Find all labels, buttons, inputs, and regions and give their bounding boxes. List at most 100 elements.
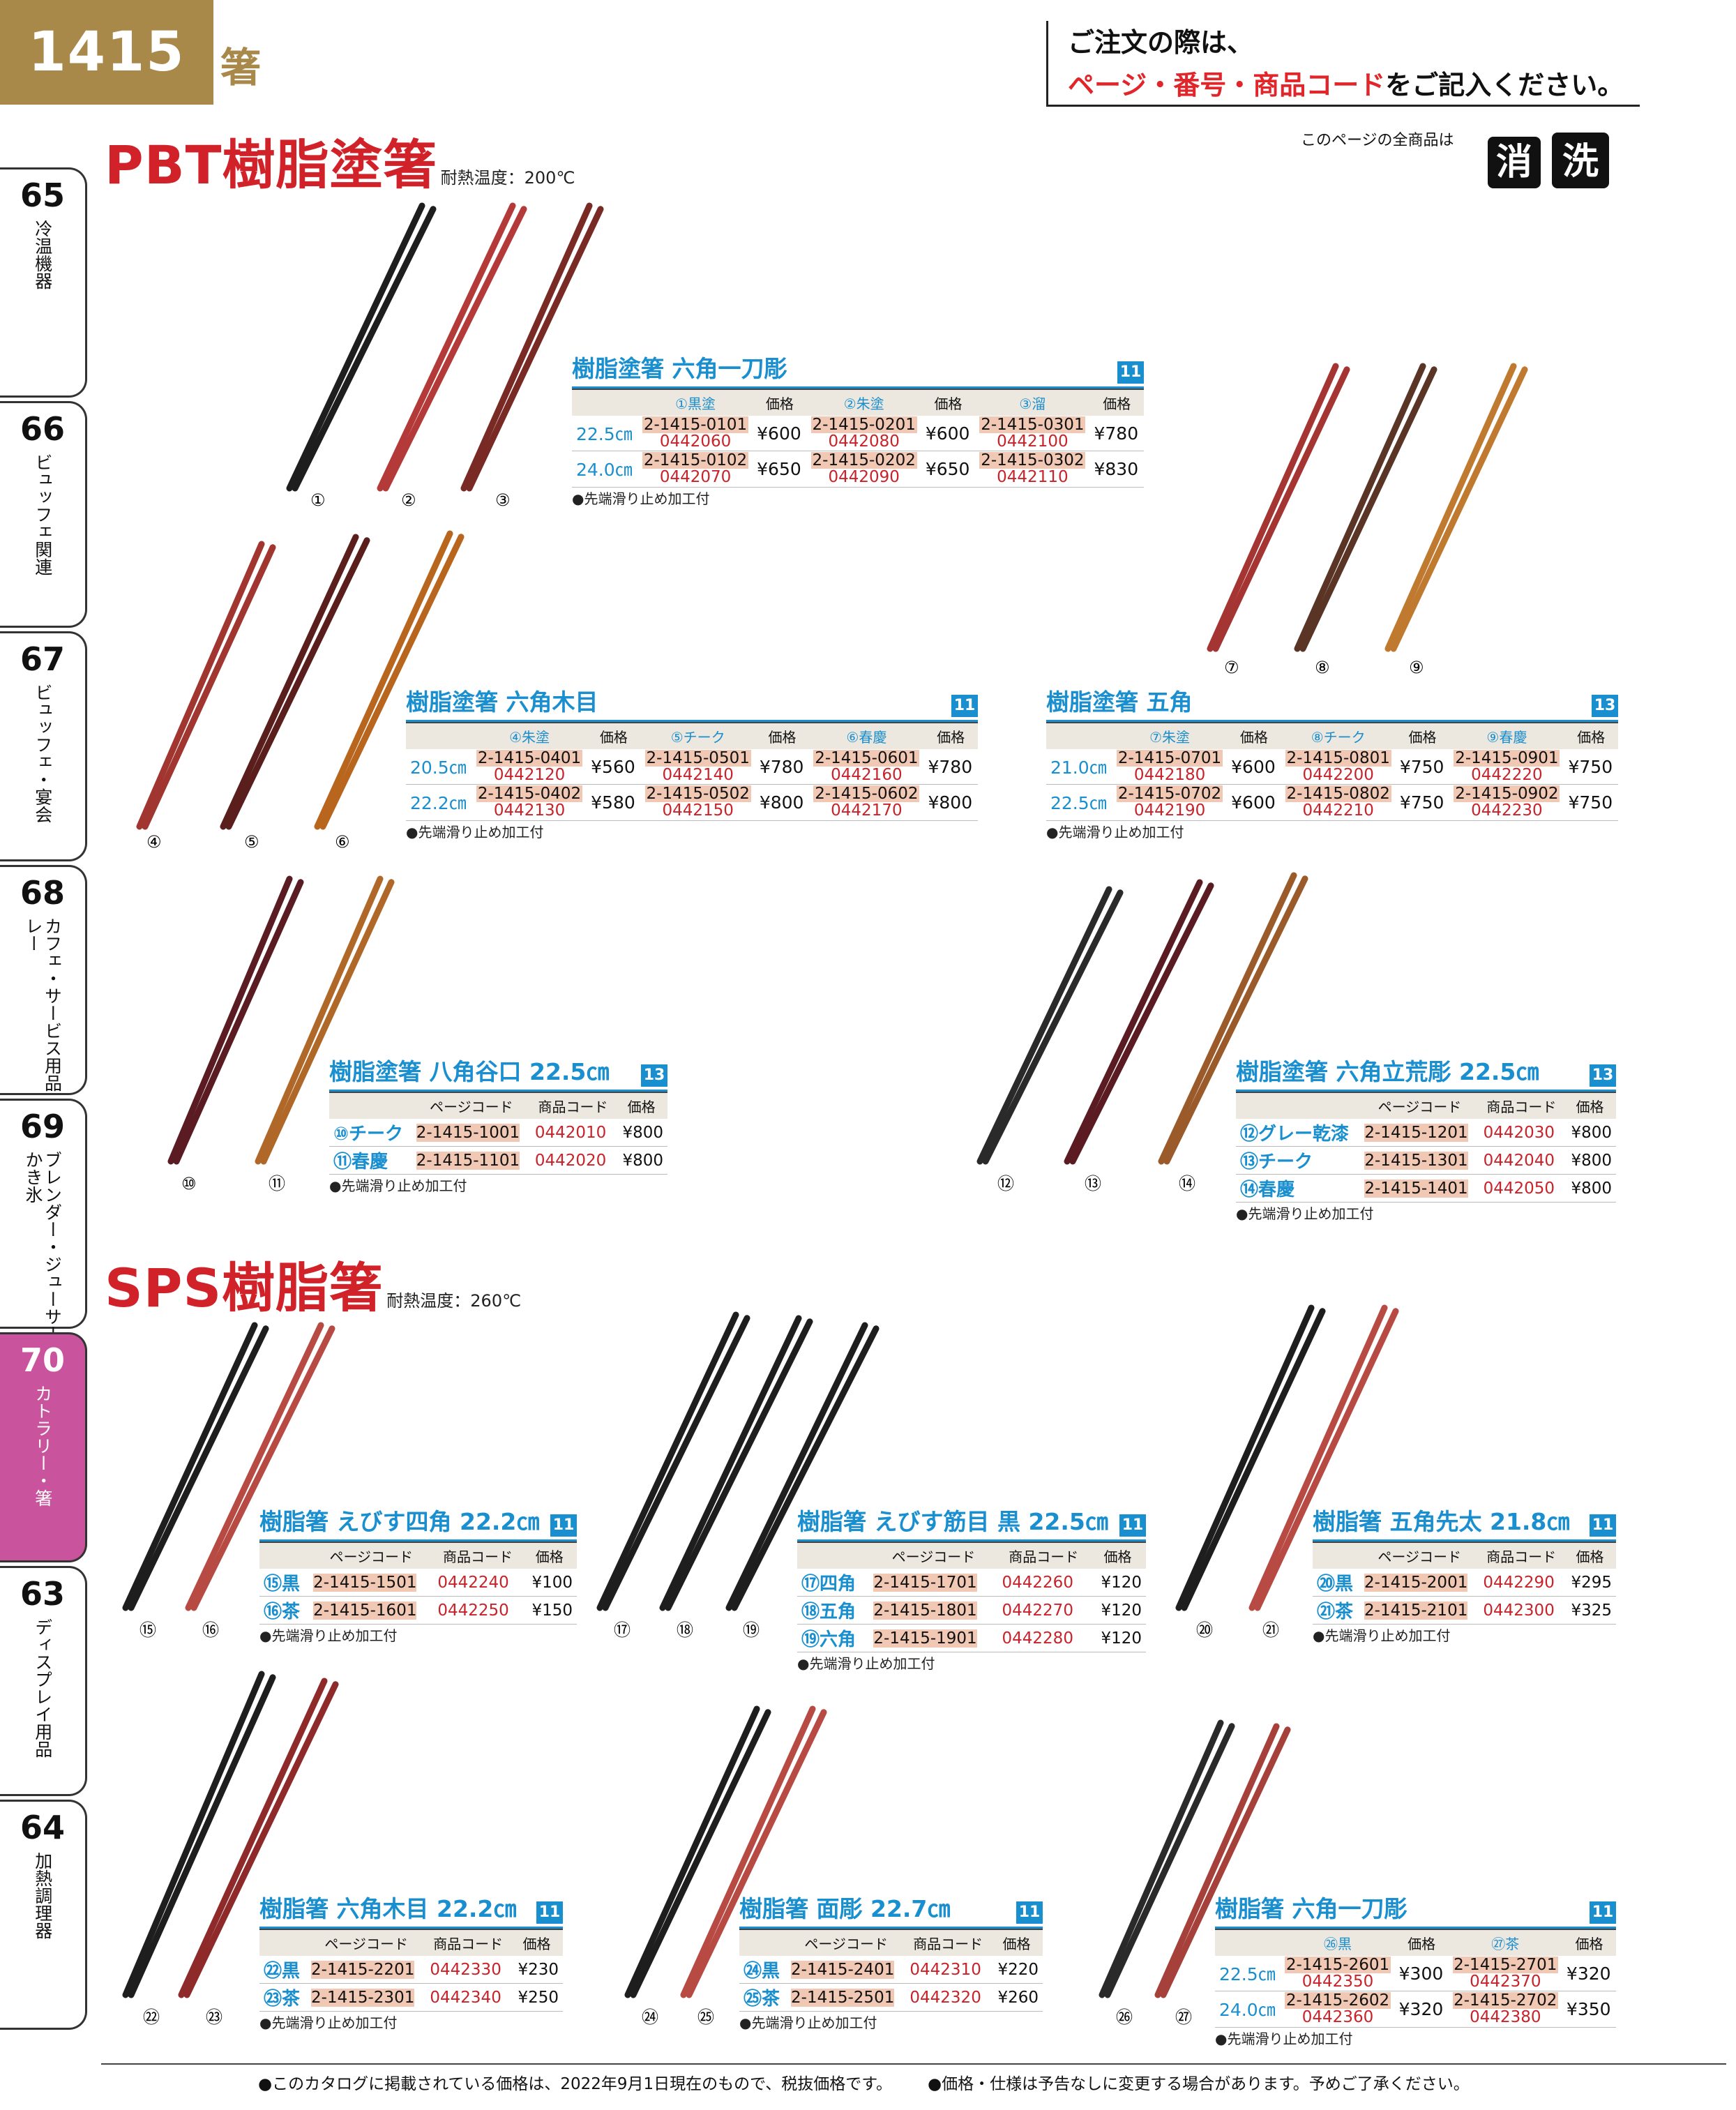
chopsticks-18: ⑱ [659, 1315, 813, 1640]
chopstick [602, 1315, 750, 1611]
side-tab-67[interactable]: 67 ビュッフェ・宴会 [0, 631, 87, 861]
item-number-label: ㉒ [143, 2007, 160, 2027]
item-number-label: ④ [146, 832, 162, 852]
chopsticks-9: ⑨ [1384, 363, 1528, 677]
p5-badge: 13 [1590, 1064, 1616, 1087]
item-number-label: ⑪ [269, 1174, 285, 1193]
chopstick [122, 1322, 258, 1611]
price-cell: ¥120 [1089, 1596, 1146, 1625]
product-code: 0442060 [659, 432, 732, 451]
side-tab-64[interactable]: 64 加熱調理器 [0, 1800, 87, 2030]
chopsticks-13: ⑬ [1064, 879, 1214, 1193]
item-name: ⑱五角 [797, 1596, 870, 1625]
page-code: 2-1415-2301 [311, 1988, 415, 2007]
page-code: 2-1415-2602 [1285, 1991, 1391, 2010]
th-price: 価格 [615, 1092, 667, 1119]
page-code: 2-1415-0702 [1116, 785, 1223, 804]
p7-block: 樹脂箸 えびす筋目 黒 22.5㎝ 11 ページコード 商品コード 価格 ⑰四角 2-141… [797, 1503, 1146, 1673]
chopstick [1175, 1304, 1315, 1611]
page-code: 2-1415-1501 [313, 1573, 417, 1592]
item-name: ㉒黒 [259, 1956, 308, 1984]
chopstick [630, 1709, 771, 1998]
th-product-code: 商品コード [1479, 1542, 1564, 1569]
price-cell: ¥350 [1562, 1991, 1616, 2028]
p8-note: ●先端滑り止め加工付 [1313, 1627, 1451, 1644]
th-price: 価格 [921, 389, 976, 416]
page-code: 2-1415-2701 [1452, 1956, 1558, 1974]
th-page-code: ページコード [869, 1542, 998, 1569]
th-price: 価格 [990, 1929, 1043, 1956]
tab-label: 冷温機器 [32, 220, 53, 289]
p7-note: ●先端滑り止め加工付 [797, 1655, 935, 1672]
code-cell: 2-1415-0602 0442170 [809, 784, 924, 821]
tab-label: ビュッフェ関連 [32, 453, 53, 575]
size-cell: 20.5㎝ [406, 749, 472, 785]
p2-title: 樹脂塗箸 六角木目 [406, 688, 598, 716]
p9-note: ●先端滑り止め加工付 [259, 2014, 398, 2031]
chopsticks-23: ㉓ [178, 1678, 339, 2027]
chopsticks-6: ⑥ [314, 530, 465, 852]
price-cell: ¥600 [921, 416, 976, 452]
side-tab-70[interactable]: 70 カトラリー・箸 [0, 1332, 87, 1562]
chopstick [725, 1322, 868, 1611]
th-page-code: ページコード [1360, 1542, 1479, 1569]
page-code: 2-1415-2702 [1452, 1991, 1558, 2010]
chopstick [1384, 363, 1517, 652]
page-code: 2-1415-2501 [791, 1988, 895, 2007]
tab-number: 63 [20, 1575, 65, 1613]
product-code: 0442040 [1479, 1146, 1564, 1175]
price-cell: ¥800 [1564, 1119, 1616, 1147]
page-code: 2-1415-1901 [873, 1629, 977, 1648]
page-category: 箸 [220, 44, 262, 91]
product-code: 0442370 [1470, 1973, 1541, 1991]
side-tab-69[interactable]: 69 ブレンダー・ジューサー・かき氷 [0, 1099, 87, 1360]
item-number-label: ⑥ [335, 832, 350, 852]
item-number-label: ② [401, 490, 416, 510]
price-cell: ¥220 [990, 1956, 1043, 1984]
chopstick [319, 534, 465, 830]
p4-badge: 13 [641, 1064, 667, 1087]
side-tab-68[interactable]: 68 カフェ・サービス用品・トレー [0, 865, 87, 1126]
item-number-label: ⑮ [139, 1620, 156, 1640]
side-tab-63[interactable]: 63 ディスプレイ用品 [0, 1566, 87, 1796]
th-color: ③溜 [975, 389, 1090, 416]
chopstick [292, 206, 437, 492]
th-price: 価格 [1394, 1929, 1449, 1956]
table-row: ⑲六角 2-1415-1901 0442280 ¥120 [797, 1624, 1146, 1652]
product-code: 0442080 [828, 432, 900, 451]
item-number-label: ⑬ [1085, 1174, 1101, 1193]
th-blank [1236, 1092, 1361, 1119]
code-cell: 2-1415-2602 0442360 [1281, 1991, 1395, 2028]
side-tab-66[interactable]: 66 ビュッフェ関連 [0, 401, 87, 628]
chopstick [466, 206, 604, 492]
page-code: 2-1415-0502 [644, 785, 751, 804]
side-tab-65[interactable]: 65 冷温機器 [0, 167, 87, 398]
p6-note: ●先端滑り止め加工付 [259, 1627, 398, 1644]
th-color: ⑦朱塗 [1112, 722, 1228, 749]
page-code: 2-1415-0601 [813, 749, 920, 767]
footer-rule [101, 2063, 1726, 2065]
p3-title: 樹脂塗箸 五角 [1046, 688, 1193, 716]
page-code: 2-1415-0201 [810, 416, 917, 434]
th-product-code: 商品コード [905, 1929, 990, 1956]
item-name: ⑲六角 [797, 1624, 870, 1652]
item-name: ⑪春慶 [329, 1146, 412, 1175]
p2-badge: 11 [951, 695, 978, 717]
page-code: 2-1415-0801 [1285, 749, 1391, 767]
product-code: 0442250 [433, 1596, 522, 1625]
chopsticks-19: ⑲ [725, 1322, 880, 1640]
th-price: 価格 [587, 722, 641, 749]
price-cell: ¥260 [990, 1983, 1043, 2012]
chopstick [178, 1678, 328, 1998]
item-number-label: ⑩ [181, 1174, 197, 1193]
product-code: 0442220 [1471, 766, 1543, 785]
size-cell: 22.5㎝ [1046, 784, 1112, 821]
p7-table: ページコード 商品コード 価格 ⑰四角 2-1415-1701 0442260 ¥120 ⑱五… [797, 1542, 1146, 1652]
p3-table: ⑦朱塗 価格 ⑧チーク 価格 ⑨春慶 価格 21.0㎝ 2-1415-0701 0442180 ¥… [1046, 722, 1618, 821]
p5-block: 樹脂塗箸 六角立荒彫 22.5㎝ 13 ページコード 商品コード 価格 ⑫グレー乾漆 2-1… [1236, 1053, 1616, 1223]
code-cell: 2-1415-2701 0442370 [1448, 1956, 1562, 1992]
code-cell: 2-1415-0501 0442140 [640, 749, 755, 785]
th-blank [406, 722, 472, 749]
p11-table: ㉖黒 価格 ㉗茶 価格 22.5㎝ 2-1415-2601 0442350 ¥300 2-141… [1215, 1929, 1616, 2028]
item-number-label: ㉔ [642, 2007, 658, 2027]
